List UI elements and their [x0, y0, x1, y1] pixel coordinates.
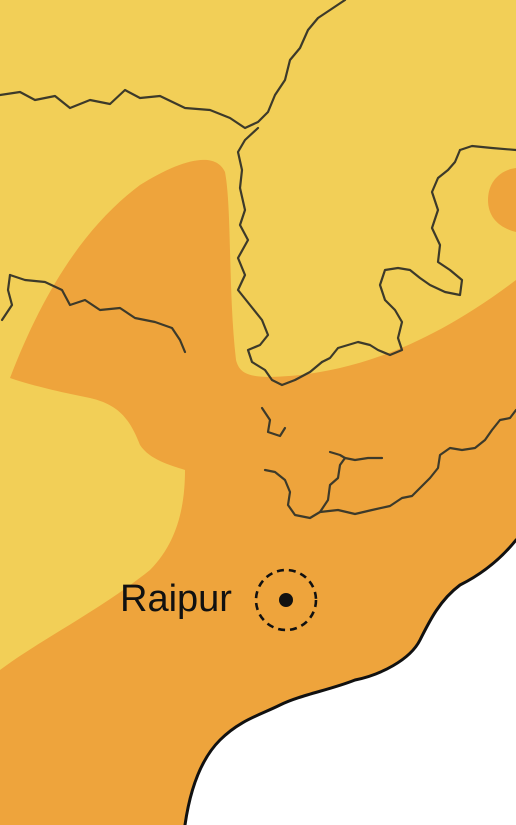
state-border [320, 148, 464, 364]
land-high-zone-patch [488, 168, 516, 232]
state-border [0, 0, 347, 130]
city-label-raipur: Raipur [120, 578, 232, 620]
dashed-circle-dot-icon [254, 568, 318, 632]
state-border [0, 273, 14, 322]
state-border [260, 406, 287, 438]
city-dot [279, 593, 293, 607]
state-border [458, 144, 516, 152]
state-border [328, 450, 347, 460]
land-high-zone [0, 159, 516, 825]
state-border [236, 126, 324, 387]
coastline [183, 538, 516, 825]
state-border [318, 456, 384, 514]
state-border [263, 408, 516, 520]
state-border [8, 273, 187, 354]
